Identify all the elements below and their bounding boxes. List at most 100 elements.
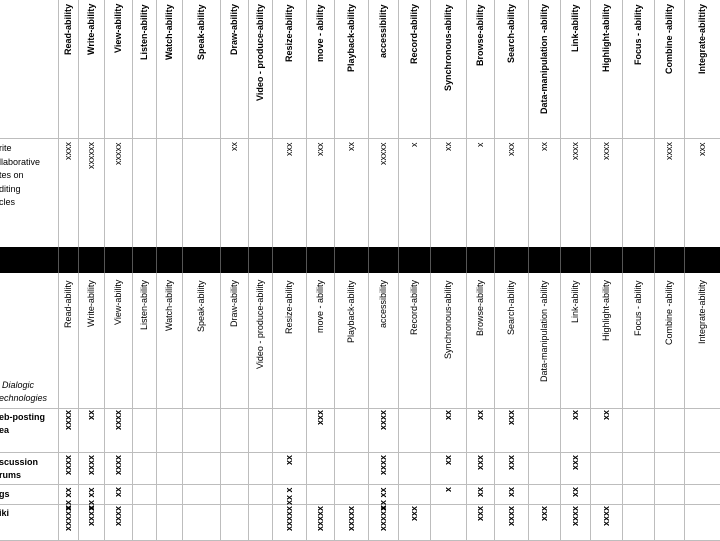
column-divider [156,273,157,540]
band-column-separator [560,247,561,273]
table-cell-marks: xxxxx [315,505,325,531]
table-cell-marks: xx [539,142,549,151]
band-column-separator [334,247,335,273]
column-divider [654,273,655,540]
column-divider [104,273,105,540]
table-top-header-bottom-line [0,138,720,139]
table-cell-marks: xxxx [113,454,123,475]
band-column-separator [398,247,399,273]
column-header: View-ability [113,3,123,53]
table-cell-marks: xxx [475,505,485,521]
band-column-separator [272,247,273,273]
column-header: Draw-ability [229,3,239,55]
column-divider [306,273,307,540]
column-header: Resize-ability [284,280,294,334]
table-cell-marks: xxxx [664,142,674,160]
band-column-separator [156,247,157,273]
column-header: View-ability [113,279,123,325]
column-header: Video - produce-ability [255,279,265,369]
table-cell-marks: xxx [697,142,707,157]
column-header: Search-ability [506,280,516,335]
row-label-line: iki [0,508,10,518]
column-divider [58,0,59,247]
band-column-separator [368,247,369,273]
column-divider [368,0,369,247]
band-column-separator [182,247,183,273]
column-header: Combine -ability [664,280,674,345]
row-label-line: llaborative [0,156,41,167]
band-column-separator [306,247,307,273]
column-divider [132,273,133,540]
table-cell-marks: xxxx [570,142,580,160]
row-divider [0,484,720,485]
column-divider [494,273,495,540]
column-header: Speak-ability [196,4,206,60]
band-column-separator [220,247,221,273]
table-cell-marks: xx [443,454,453,465]
column-divider [528,273,529,540]
column-divider [132,0,133,247]
column-header: Highlight-ability [601,4,611,72]
column-divider [654,0,655,247]
column-divider [58,273,59,540]
column-divider [220,0,221,247]
table-cell-marks: xxxx [570,505,580,526]
band-column-separator [466,247,467,273]
band-column-separator [248,247,249,273]
row-header-line: Dialogic [2,380,35,390]
row-label-line: scussion [0,457,39,467]
column-divider [684,0,685,247]
table-cell-marks: xxxxx [113,142,123,166]
table-cell-marks: xxxx [601,142,611,160]
column-header: Resize-ability [284,4,294,62]
table-cell-marks: xxx [506,454,516,470]
row-label-line: rums [0,470,22,480]
column-divider [334,273,335,540]
table-cell-marks: xxxx [378,409,388,430]
table-cell-marks: xx [86,409,96,420]
table-cell-marks: xxxx [506,505,516,526]
table-cell-marks: xxx [409,505,419,521]
column-divider [684,273,685,540]
column-divider [272,273,273,540]
column-header: Write-ability [86,280,96,327]
column-divider [466,273,467,540]
column-divider [590,0,591,247]
band-column-separator [622,247,623,273]
table-cell-marks: xxxxx [63,505,73,531]
column-header: Data-manipulation -ability [539,3,549,114]
column-divider [220,273,221,540]
column-header: Browse-ability [475,4,485,66]
table-cell-marks: xx [284,454,294,465]
column-divider [272,0,273,247]
column-divider [590,273,591,540]
band-column-separator [104,247,105,273]
column-header: Link-ability [570,280,580,323]
column-header: Search-ability [506,3,516,63]
table-cell-marks: x [409,142,419,148]
column-divider [248,0,249,247]
column-divider [182,0,183,247]
column-header: Record-ability [409,279,419,335]
band-column-separator [528,247,529,273]
column-divider [398,0,399,247]
column-divider [560,273,561,540]
column-header: Synchronous-ability [443,4,453,91]
column-divider [398,273,399,540]
table-cell-marks: xxxx [86,454,96,475]
table-cell-marks: xx [346,142,356,151]
column-header: move - ability [315,4,325,62]
column-header: Video - produce-ability [255,4,265,101]
column-header: Focus - ability [633,280,643,336]
row-label-line: tes on [0,170,24,180]
column-divider [334,0,335,247]
column-divider [156,0,157,247]
column-header: Listen-ability [139,279,149,330]
table-cell-marks: xxxxxx [86,142,96,169]
table-cell-marks: xxxxx [378,505,388,531]
table-cell-marks: xxxx [63,454,73,475]
band-column-separator [590,247,591,273]
table-cell-marks: xxxxx [346,505,356,531]
table-cell-marks: xxx [506,142,516,157]
row-divider [0,452,720,453]
